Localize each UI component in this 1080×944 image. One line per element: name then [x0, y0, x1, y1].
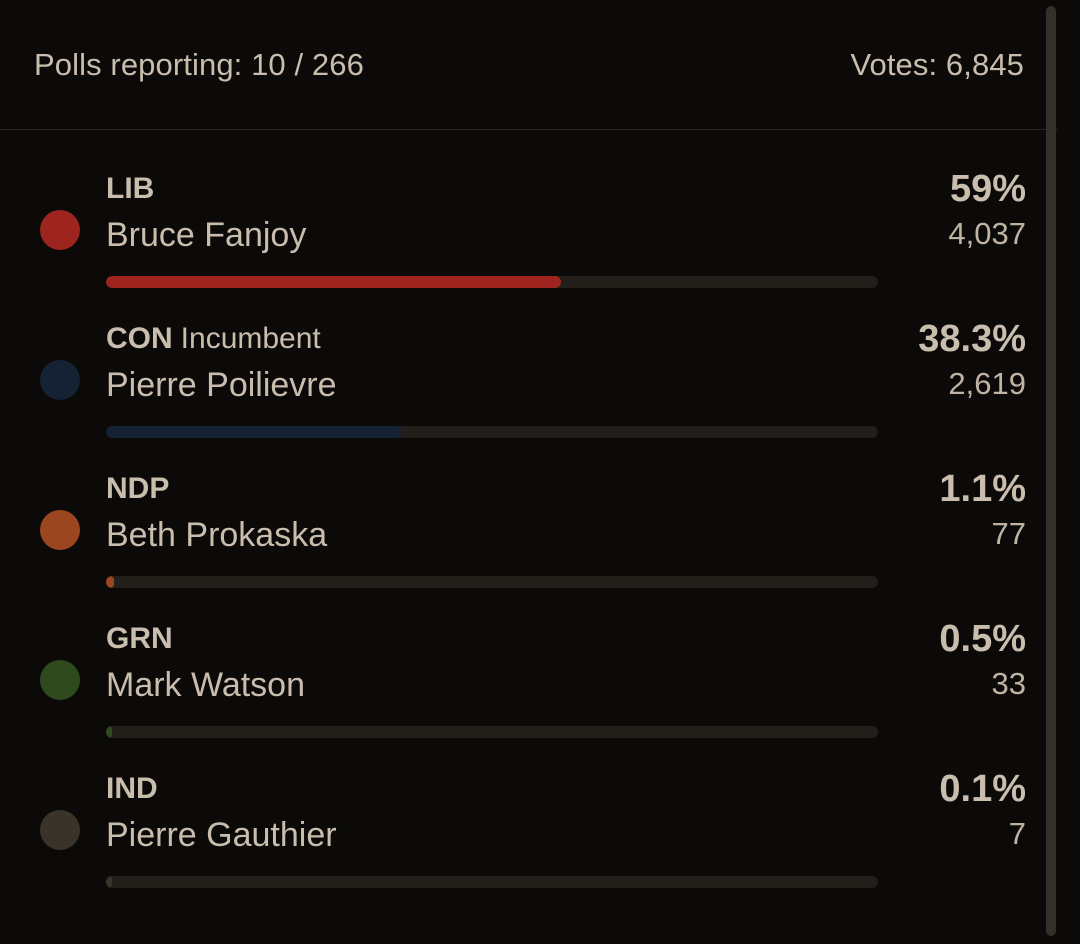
- party-abbreviation: IND: [106, 772, 158, 805]
- scrollbar-track[interactable]: [1046, 0, 1068, 944]
- polls-reporting-label: Polls reporting: 10 / 266: [34, 46, 364, 82]
- party-line: CON Incumbent: [106, 320, 878, 358]
- status-bar: Polls reporting: 10 / 266 Votes: 6,845: [0, 0, 1058, 130]
- vote-share-bar-fill: [106, 276, 562, 288]
- party-color-dot-icon: [40, 810, 80, 850]
- candidate-info: LIB Bruce Fanjoy: [106, 152, 878, 256]
- candidate-info: GRN Mark Watson: [106, 602, 878, 706]
- candidate-info: NDP Beth Prokaska: [106, 452, 878, 556]
- party-abbreviation: LIB: [106, 172, 155, 205]
- total-votes-label: Votes: 6,845: [850, 46, 1024, 82]
- candidate-figures: 59% 4,037: [786, 166, 1026, 254]
- election-results-panel: Polls reporting: 10 / 266 Votes: 6,845 L…: [0, 0, 1058, 902]
- candidate-figures: 0.5% 33: [786, 616, 1026, 704]
- candidate-row[interactable]: CON Incumbent Pierre Poilievre 38.3% 2,619: [0, 302, 1058, 452]
- candidate-info: CON Incumbent Pierre Poilievre: [106, 302, 878, 406]
- party-color-dot-icon: [40, 210, 80, 250]
- vote-share-bar-fill: [106, 576, 115, 588]
- vote-percentage: 38.3%: [918, 318, 1026, 360]
- incumbent-label: Incumbent: [180, 322, 321, 355]
- vote-percentage: 59%: [949, 168, 1026, 210]
- vote-share-bar-fill: [106, 726, 112, 738]
- vote-share-bar-fill: [106, 426, 402, 438]
- candidate-row[interactable]: NDP Beth Prokaska 1.1% 77: [0, 452, 1058, 602]
- party-color-dot-icon: [40, 660, 80, 700]
- vote-share-bar-track: [106, 876, 878, 888]
- candidate-name: Pierre Gauthier: [106, 816, 337, 854]
- vote-count: 2,619: [948, 366, 1026, 401]
- party-line: LIB: [106, 170, 878, 208]
- vote-share-bar-fill: [106, 876, 112, 888]
- vote-count: 4,037: [948, 216, 1026, 251]
- candidate-row[interactable]: IND Pierre Gauthier 0.1% 7: [0, 752, 1058, 902]
- vote-share-bar-track: [106, 276, 878, 288]
- candidate-name: Beth Prokaska: [106, 516, 328, 554]
- candidate-name: Pierre Poilievre: [106, 366, 337, 404]
- candidate-row[interactable]: LIB Bruce Fanjoy 59% 4,037: [0, 152, 1058, 302]
- scrollbar-thumb[interactable]: [1046, 6, 1056, 936]
- party-abbreviation: GRN: [106, 622, 173, 655]
- candidate-name: Bruce Fanjoy: [106, 216, 307, 254]
- party-color-dot-icon: [40, 360, 80, 400]
- candidate-row[interactable]: GRN Mark Watson 0.5% 33: [0, 602, 1058, 752]
- candidate-figures: 1.1% 77: [786, 466, 1026, 554]
- party-abbreviation: CON: [106, 322, 173, 355]
- candidate-results-list: LIB Bruce Fanjoy 59% 4,037 CON Incumbent Pierr…: [0, 130, 1058, 902]
- vote-count: 33: [991, 666, 1026, 701]
- party-color-dot-icon: [40, 510, 80, 550]
- party-line: GRN: [106, 620, 878, 658]
- vote-share-bar-track: [106, 426, 878, 438]
- vote-count: 77: [991, 516, 1026, 551]
- candidate-figures: 0.1% 7: [786, 766, 1026, 854]
- vote-percentage: 1.1%: [939, 468, 1026, 510]
- vote-percentage: 0.1%: [939, 768, 1026, 810]
- candidate-info: IND Pierre Gauthier: [106, 752, 878, 856]
- vote-count: 7: [1008, 816, 1026, 851]
- vote-percentage: 0.5%: [939, 618, 1026, 660]
- candidate-name: Mark Watson: [106, 666, 306, 704]
- party-abbreviation: NDP: [106, 472, 170, 505]
- vote-share-bar-track: [106, 576, 878, 588]
- vote-share-bar-track: [106, 726, 878, 738]
- candidate-figures: 38.3% 2,619: [786, 316, 1026, 404]
- party-line: NDP: [106, 470, 878, 508]
- party-line: IND: [106, 770, 878, 808]
